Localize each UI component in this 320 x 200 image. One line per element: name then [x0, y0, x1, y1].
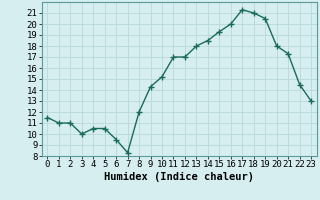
- X-axis label: Humidex (Indice chaleur): Humidex (Indice chaleur): [104, 172, 254, 182]
